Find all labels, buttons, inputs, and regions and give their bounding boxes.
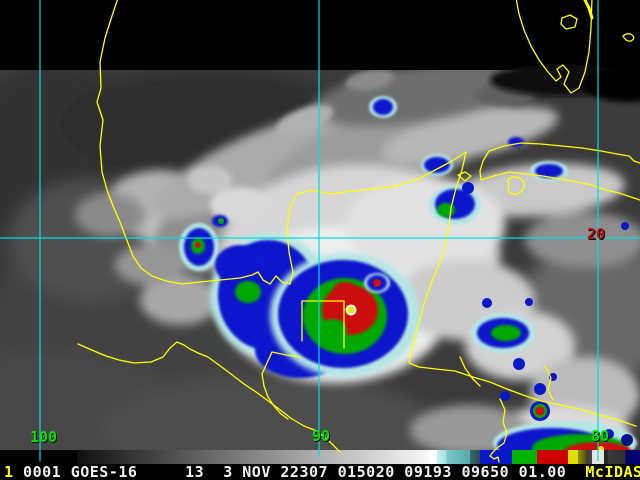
lake-okeechobee (560, 14, 578, 30)
border-mexico-guatemala (261, 351, 301, 420)
cozumel-island (457, 171, 472, 182)
frame-number: 1 (4, 463, 14, 480)
map-overlay (77, 0, 640, 463)
storm-eye (347, 306, 355, 314)
coastline-central-america-pacific (489, 398, 508, 463)
coastline-cuba-north (488, 142, 640, 164)
status-bar: 1 0001 GOES-16 13 3 NOV 22307 015020 091… (0, 464, 640, 480)
bahamas-cay (622, 33, 635, 42)
goes16-satellite-image (0, 0, 640, 463)
florida-east-coast (583, 0, 594, 20)
border-guatemala-honduras (459, 356, 554, 401)
ir-enhancement-colorbar (0, 450, 640, 464)
lon-label-100w: 100 (30, 428, 58, 446)
coastline-gulf-yucatan-central-america (96, 0, 637, 427)
coastline-cuba-south (479, 150, 640, 201)
lon-label-90w: 90 (312, 427, 331, 445)
status-text: 1 0001 GOES-16 13 3 NOV 22307 015020 091… (4, 465, 640, 480)
lon-label-80w: 80 (591, 427, 610, 445)
coastline-florida (515, 0, 593, 94)
satellite-cloud-layer (0, 63, 640, 450)
lat-label-20n: 20 (587, 225, 606, 243)
border-belize-guatemala (301, 300, 345, 349)
image-info-text: 0001 GOES-16 13 3 NOV 22307 015020 09193… (13, 463, 567, 480)
mcidas-brand: McIDAS (566, 463, 640, 480)
coastline-pacific-mexico (77, 341, 341, 453)
isla-juventud (507, 176, 525, 195)
latlon-grid (0, 0, 640, 461)
